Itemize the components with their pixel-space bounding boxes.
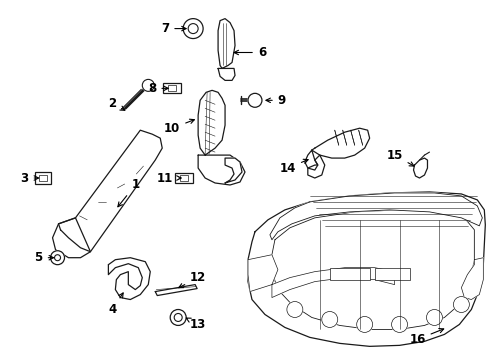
Circle shape — [174, 314, 182, 321]
Text: 3: 3 — [21, 171, 39, 185]
Polygon shape — [414, 158, 427, 178]
Circle shape — [453, 297, 469, 312]
Bar — [180, 175, 188, 181]
Circle shape — [54, 255, 61, 261]
Polygon shape — [218, 19, 235, 68]
Circle shape — [188, 24, 198, 33]
Circle shape — [322, 311, 338, 328]
Polygon shape — [272, 268, 394, 298]
Text: 10: 10 — [164, 119, 195, 135]
Circle shape — [392, 316, 408, 332]
Polygon shape — [225, 158, 242, 183]
Polygon shape — [305, 150, 318, 170]
Circle shape — [183, 19, 203, 39]
Circle shape — [50, 251, 65, 265]
Text: 9: 9 — [266, 94, 286, 107]
Bar — [168, 85, 176, 91]
Polygon shape — [248, 255, 278, 292]
Polygon shape — [462, 258, 483, 300]
Text: 2: 2 — [108, 97, 125, 110]
Bar — [163, 84, 181, 93]
Text: 7: 7 — [161, 22, 186, 35]
Text: 11: 11 — [157, 171, 181, 185]
Text: 16: 16 — [409, 329, 443, 346]
Text: 12: 12 — [179, 271, 206, 288]
Text: 5: 5 — [34, 251, 53, 264]
Polygon shape — [248, 192, 485, 346]
Circle shape — [287, 302, 303, 318]
Circle shape — [248, 93, 262, 107]
Polygon shape — [198, 155, 245, 185]
Polygon shape — [270, 193, 482, 240]
Text: 15: 15 — [387, 149, 414, 166]
Bar — [39, 175, 47, 181]
Text: 13: 13 — [186, 318, 206, 331]
Polygon shape — [198, 90, 225, 155]
Polygon shape — [58, 130, 162, 252]
Polygon shape — [108, 258, 150, 300]
Circle shape — [170, 310, 186, 325]
Text: 6: 6 — [234, 46, 266, 59]
Text: 4: 4 — [108, 293, 123, 316]
Polygon shape — [52, 218, 91, 258]
Circle shape — [142, 80, 154, 91]
Polygon shape — [155, 285, 197, 296]
Bar — [375, 268, 410, 280]
Text: 1: 1 — [118, 179, 139, 207]
Polygon shape — [312, 128, 369, 158]
Polygon shape — [272, 210, 474, 329]
Text: 14: 14 — [280, 159, 308, 175]
Polygon shape — [218, 68, 235, 80]
Text: 8: 8 — [148, 82, 168, 95]
Circle shape — [357, 316, 372, 332]
Bar — [175, 173, 193, 183]
Bar — [35, 172, 50, 184]
Polygon shape — [308, 155, 325, 178]
Circle shape — [426, 310, 442, 325]
Bar — [330, 268, 369, 280]
